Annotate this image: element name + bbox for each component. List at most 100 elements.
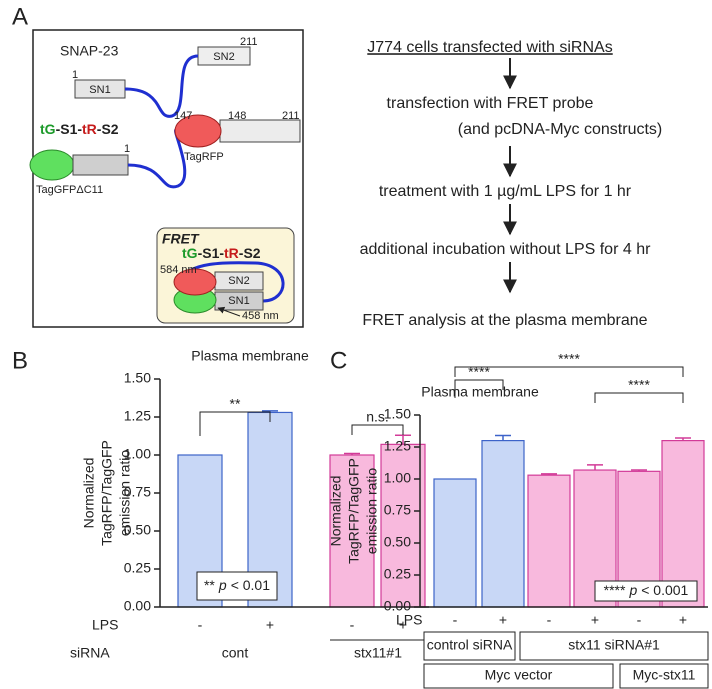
panel-a-box	[32, 29, 304, 328]
y-tick-label: 1.25	[124, 408, 151, 424]
chart-title: Plasma membrane	[191, 348, 309, 364]
p-threshold: < 0.001	[641, 582, 688, 598]
error-bar	[631, 469, 647, 472]
bar	[481, 440, 525, 608]
probe-part: -S1-	[198, 245, 225, 261]
p-symbol: p	[218, 577, 227, 593]
p-stars: ****	[604, 582, 626, 598]
lps-label: -	[637, 612, 642, 628]
rfp	[173, 268, 217, 296]
linker	[124, 54, 199, 118]
lps-label: -	[453, 612, 458, 628]
panel-label: C	[330, 347, 347, 374]
workflow-step: treatment with 1 µg/mL LPS for 1 hr	[379, 183, 632, 200]
residue: 1	[72, 69, 78, 81]
residue: 1	[124, 143, 130, 155]
p-value-note: **** p < 0.001	[604, 582, 689, 598]
probe-part: tG	[182, 245, 198, 261]
y-tick-label: 1.00	[384, 470, 411, 486]
sn2-label: SN2	[213, 51, 234, 63]
workflow-step: additional incubation without LPS for 4 …	[360, 241, 652, 258]
group-label: stx11 siRNA#1	[568, 637, 660, 653]
group-label: cont	[222, 645, 249, 661]
linker	[178, 261, 285, 303]
lps-label: +	[266, 617, 274, 633]
y-tick-label: 0.50	[384, 534, 411, 550]
error-bar	[541, 473, 557, 476]
bar	[527, 474, 571, 608]
chart-title: Plasma membrane	[421, 384, 539, 400]
y-axis-label: emission ratio	[117, 450, 133, 537]
significance-bracket	[454, 379, 504, 398]
bar	[380, 443, 426, 608]
p-value-box	[196, 571, 278, 601]
workflow-step: transfection with FRET probe	[387, 95, 594, 112]
fret-title: FRET	[162, 231, 200, 247]
p-stars: **	[204, 577, 215, 593]
sn2-label: SN2	[228, 275, 249, 287]
sn2-box	[219, 119, 301, 143]
workflow-step: FRET analysis at the plasma membrane	[362, 312, 647, 329]
lps-label: +	[499, 612, 507, 628]
protein-name: SNAP-23	[60, 43, 119, 59]
y-tick-label: 0.25	[384, 566, 411, 582]
panel-label: A	[12, 3, 28, 30]
y-tick-label: 0.00	[384, 598, 411, 614]
group-label: Myc-stx11	[633, 667, 696, 683]
group-box	[519, 631, 709, 661]
probe-part: tR	[224, 245, 239, 261]
row-label: LPS	[396, 612, 422, 628]
group-label: stx11#1	[354, 645, 402, 661]
significance-bracket	[351, 424, 404, 435]
rfp	[174, 114, 222, 148]
sn1-label: SN1	[89, 84, 110, 96]
y-tick-label: 1.50	[124, 370, 151, 386]
residue: 148	[228, 110, 246, 122]
significance-label: ****	[558, 351, 580, 367]
probe-part: -S1-	[56, 121, 83, 137]
significance-bracket	[199, 411, 271, 436]
workflow-step: (and pcDNA-Myc constructs)	[458, 121, 663, 138]
probe-name: tG-S1-tR-S2	[182, 245, 261, 261]
p-threshold: < 0.01	[231, 577, 271, 593]
significance-bracket	[454, 366, 684, 377]
probe-part: tR	[82, 121, 97, 137]
probe-part: tG	[40, 121, 56, 137]
y-tick-label: 0.75	[384, 502, 411, 518]
error-bar	[675, 437, 691, 441]
group-box	[423, 631, 516, 661]
row-label: LPS	[92, 617, 118, 633]
y-tick-label: 0.75	[124, 484, 151, 500]
y-tick-label: 0.50	[124, 522, 151, 538]
bar	[661, 440, 705, 608]
probe-part: -S2	[97, 121, 119, 137]
lps-label: +	[591, 612, 599, 628]
sn1-label: SN1	[228, 295, 249, 307]
error-bar	[344, 452, 360, 455]
probe-name: tG-S1-tR-S2	[40, 121, 119, 137]
workflow-start: J774 cells transfected with siRNAs	[367, 39, 612, 56]
p-value-box	[594, 580, 698, 602]
gfp-label: TagGFPΔC11	[36, 184, 103, 196]
error-bar	[587, 464, 603, 471]
bar	[329, 454, 375, 608]
row-label: siRNA	[70, 645, 110, 661]
bar	[433, 478, 477, 608]
sn1-box	[72, 154, 129, 176]
group-label: control siRNA	[427, 637, 513, 653]
rfp-label: TagRFP	[184, 151, 224, 163]
emission: 584 nm	[160, 264, 197, 276]
p-value-note: ** p < 0.01	[204, 577, 270, 593]
error-bar	[495, 434, 511, 441]
error-bar	[395, 434, 411, 445]
y-tick-label: 1.00	[124, 446, 151, 462]
residue: 147	[174, 110, 192, 122]
probe-part: -S2	[239, 245, 261, 261]
significance-label: n.s.	[366, 409, 389, 425]
group-box	[423, 663, 614, 689]
lps-label: -	[198, 617, 203, 633]
lps-label: +	[679, 612, 687, 628]
panel-label: B	[12, 347, 28, 374]
y-tick-label: 0.25	[124, 560, 151, 576]
